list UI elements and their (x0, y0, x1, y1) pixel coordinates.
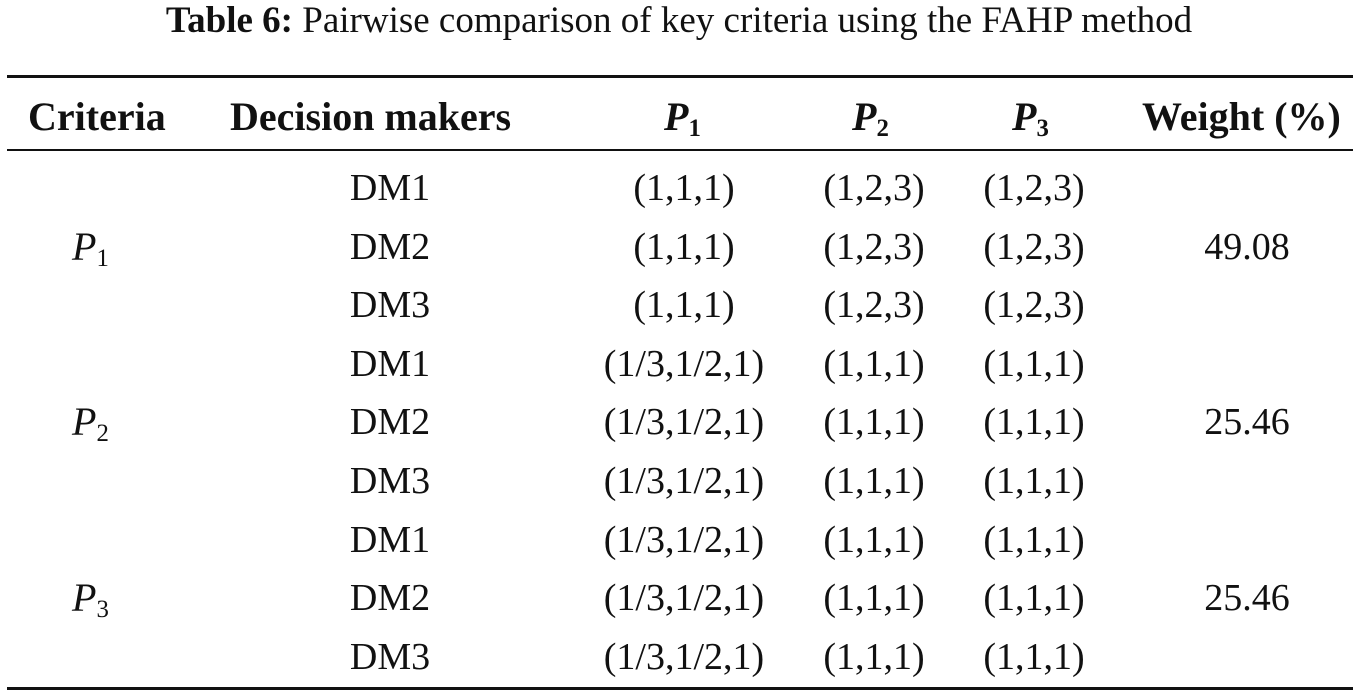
table-bottom-rule (7, 687, 1353, 690)
decision-maker-cell: DM3 (349, 460, 431, 502)
caption-label: Table 6: (165, 0, 293, 41)
p3-value-cell: (1,1,1) (983, 577, 1085, 620)
p3-value-cell: (1,2,3) (983, 284, 1085, 327)
decision-maker-cell: DM3 (349, 284, 431, 327)
decision-maker-cell: DM2 (349, 577, 431, 620)
p1-value-cell: (1/3,1/2,1) (603, 518, 765, 561)
p3-value-cell: (1,1,1) (983, 518, 1085, 561)
p2-value-cell: (1,2,3) (823, 284, 925, 327)
criteria-sub: 2 (96, 420, 109, 448)
header-p3-sub: 3 (1036, 115, 1049, 143)
p2-value-cell: (1,2,3) (823, 167, 925, 209)
header-p2-var: P (852, 94, 877, 139)
criteria-sub: 1 (96, 244, 109, 272)
weight-value: 25.46 (1204, 401, 1290, 444)
criteria-label: P3 (72, 575, 109, 624)
weight-value: 49.08 (1204, 225, 1290, 268)
header-p1: P1 (664, 94, 701, 143)
p1-value-cell: (1,1,1) (633, 225, 735, 268)
criteria-var: P (72, 399, 97, 445)
p1-value-cell: (1/3,1/2,1) (603, 401, 765, 444)
weight-value: 25.46 (1204, 577, 1290, 620)
p2-value-cell: (1,1,1) (823, 577, 925, 620)
p1-value-cell: (1/3,1/2,1) (603, 577, 765, 620)
criteria-var: P (72, 575, 97, 621)
p2-value-cell: (1,2,3) (823, 225, 925, 268)
decision-maker-cell: DM2 (349, 401, 431, 444)
table-top-rule (7, 75, 1353, 78)
p1-value-cell: (1/3,1/2,1) (603, 460, 765, 502)
p3-value-cell: (1,1,1) (983, 342, 1085, 385)
p1-value-cell: (1,1,1) (633, 284, 735, 327)
criteria-sub: 3 (96, 596, 109, 624)
p2-value-cell: (1,1,1) (823, 635, 925, 678)
p2-value-cell: (1,1,1) (823, 401, 925, 444)
p3-value-cell: (1,2,3) (983, 225, 1085, 268)
header-decision-makers: Decision makers (230, 94, 512, 139)
decision-maker-cell: DM1 (349, 342, 431, 385)
p1-value-cell: (1/3,1/2,1) (603, 342, 765, 385)
criteria-label: P1 (72, 223, 109, 272)
p3-value-cell: (1,2,3) (983, 167, 1085, 209)
header-p1-sub: 1 (688, 115, 701, 143)
p1-value-cell: (1,1,1) (633, 167, 735, 209)
p2-value-cell: (1,1,1) (823, 342, 925, 385)
decision-maker-cell: DM2 (349, 225, 431, 268)
table-caption: Table 6: Pairwise comparison of key crit… (0, 0, 1358, 46)
header-p2: P2 (852, 94, 889, 143)
header-criteria: Criteria (28, 94, 166, 139)
header-p3: P3 (1012, 94, 1049, 143)
p2-value-cell: (1,1,1) (823, 518, 925, 561)
p2-value-cell: (1,1,1) (823, 460, 925, 502)
p3-value-cell: (1,1,1) (983, 460, 1085, 502)
p3-value-cell: (1,1,1) (983, 401, 1085, 444)
header-weight: Weight (%) (1142, 94, 1341, 139)
p1-value-cell: (1/3,1/2,1) (603, 635, 765, 678)
p3-value-cell: (1,1,1) (983, 635, 1085, 678)
decision-maker-cell: DM1 (349, 518, 431, 561)
header-p3-var: P (1012, 94, 1037, 139)
header-p1-var: P (664, 94, 689, 139)
criteria-label: P2 (72, 399, 109, 448)
decision-maker-cell: DM1 (349, 167, 431, 209)
decision-maker-cell: DM3 (349, 635, 431, 678)
caption-text: Pairwise comparison of key criteria usin… (302, 0, 1193, 41)
header-p2-sub: 2 (876, 115, 889, 143)
criteria-var: P (72, 223, 97, 269)
table-header-rule (7, 149, 1353, 151)
